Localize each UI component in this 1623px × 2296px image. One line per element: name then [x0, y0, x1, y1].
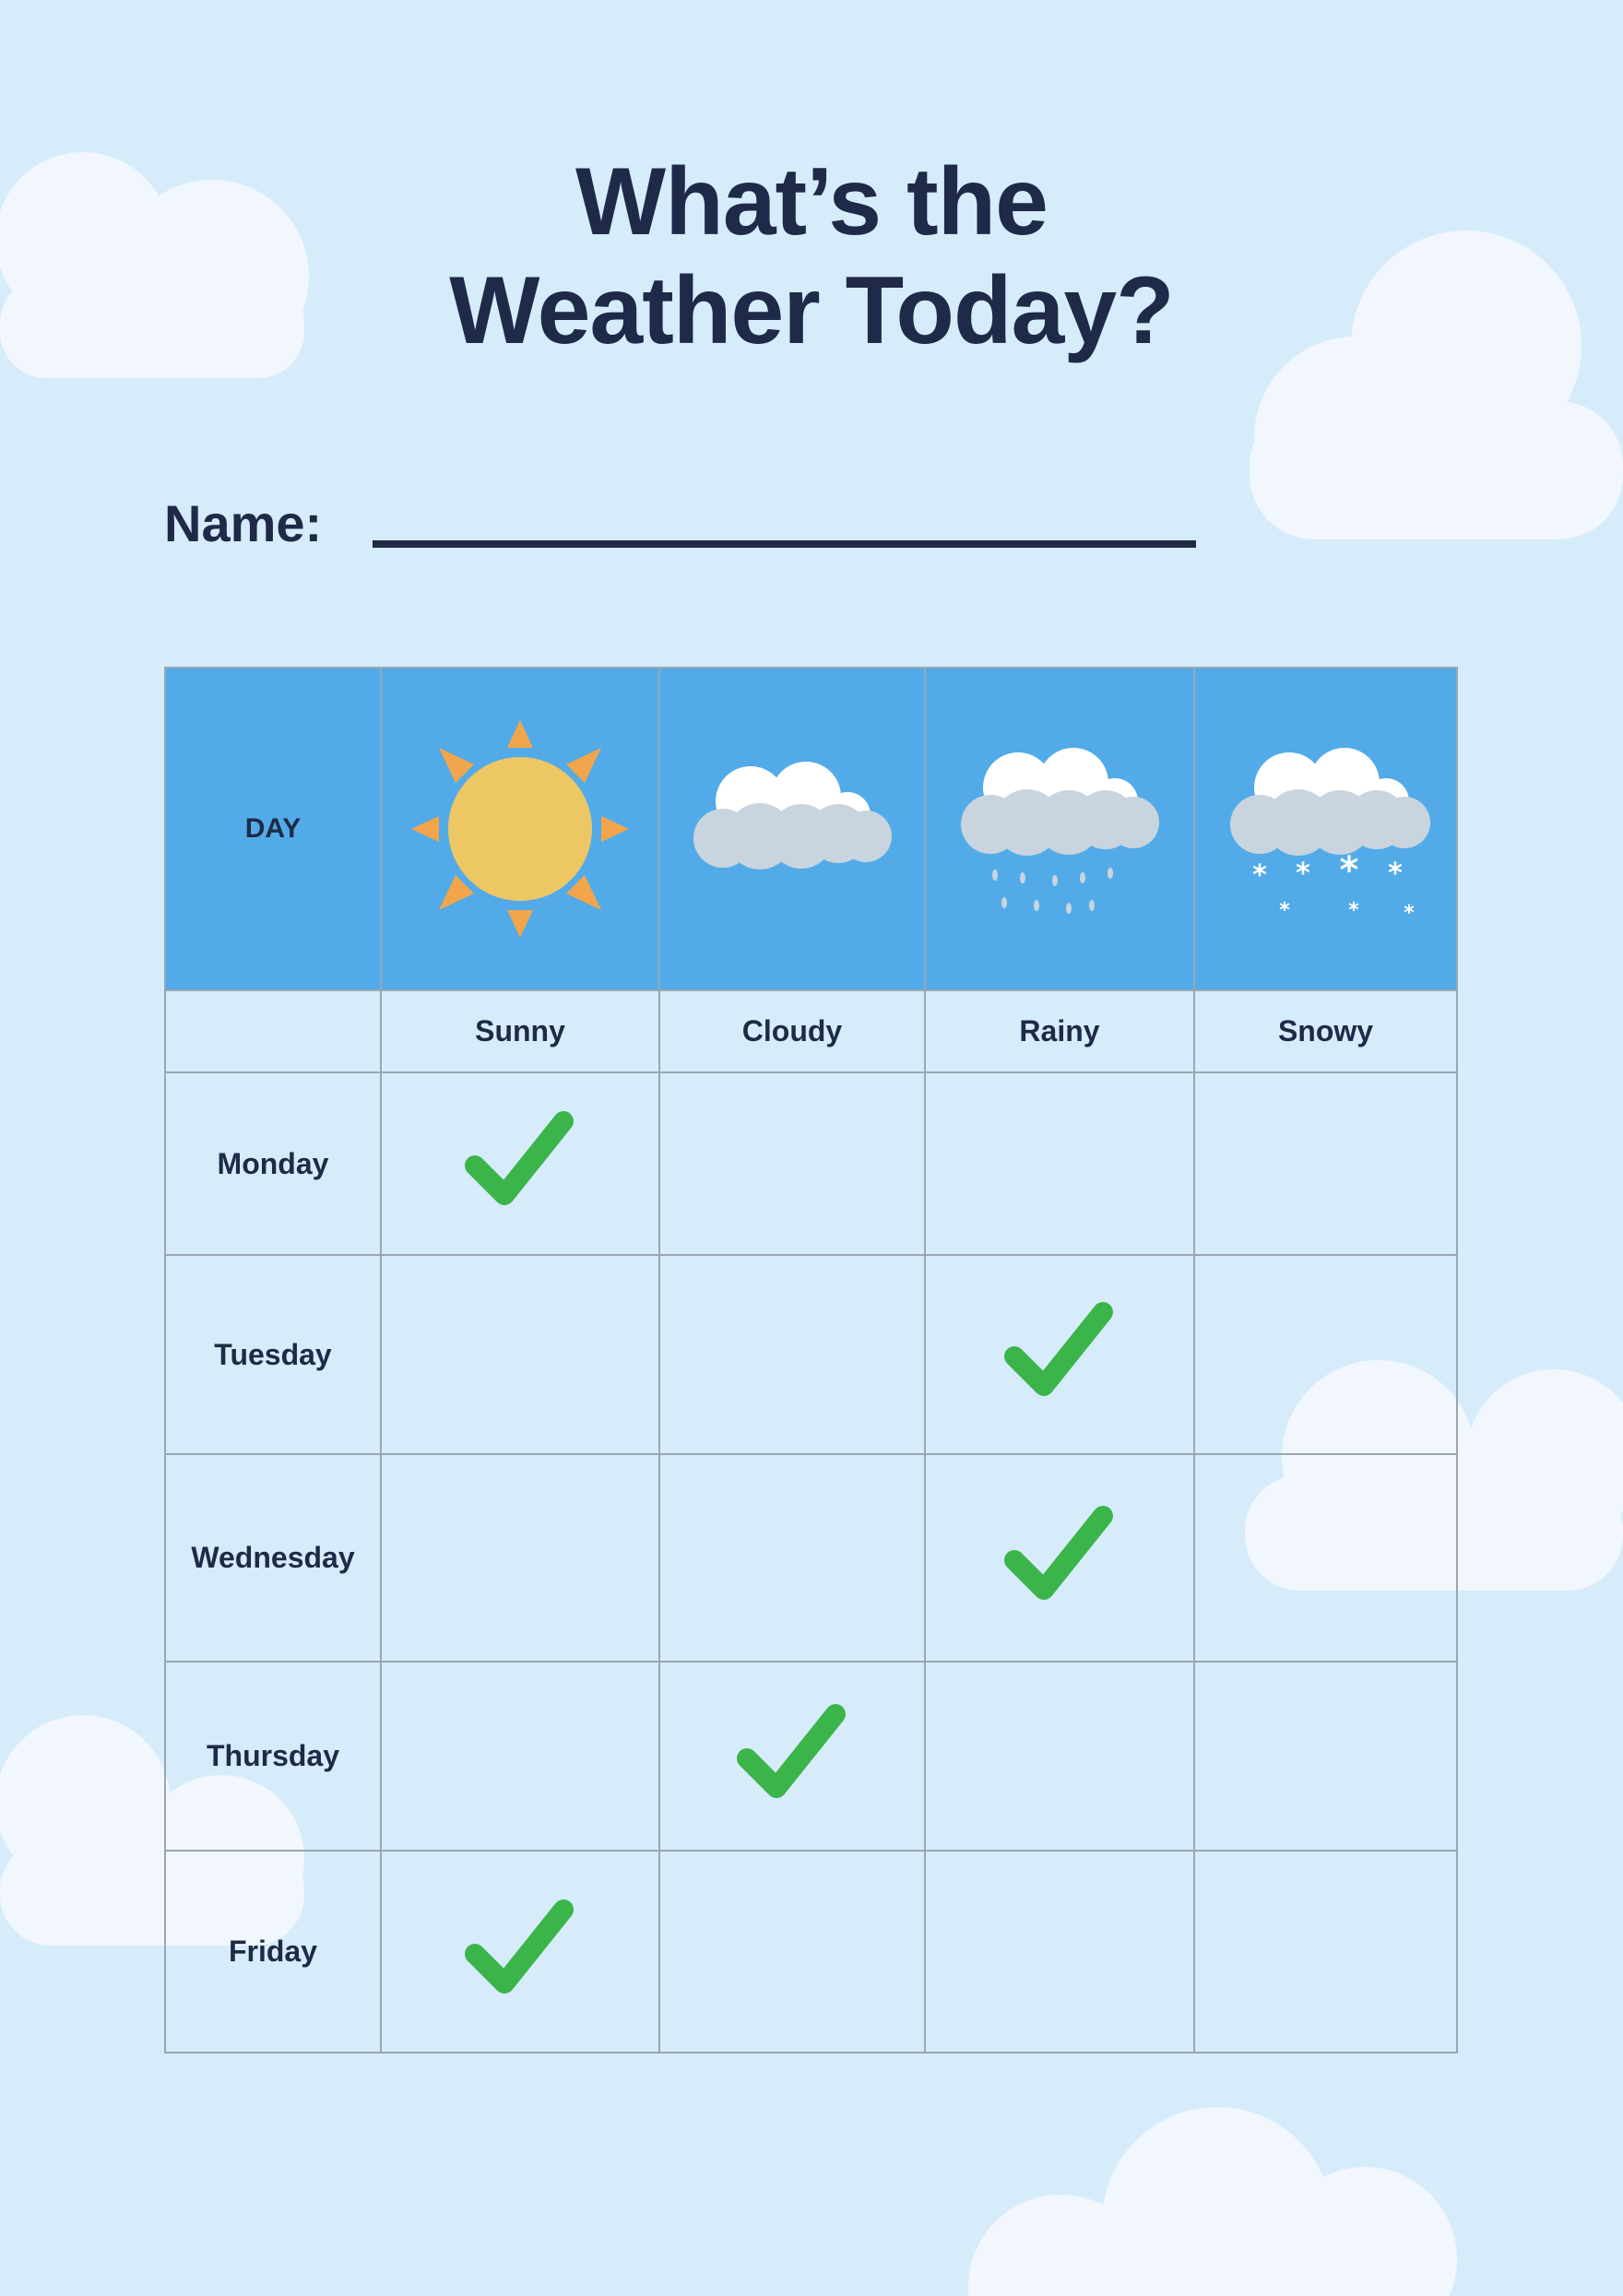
check-cell[interactable] [1193, 1254, 1458, 1455]
svg-text:*: * [1348, 899, 1359, 921]
check-cell[interactable] [380, 1071, 660, 1256]
cloudy-cell [658, 667, 926, 991]
svg-text:*: * [1296, 858, 1310, 890]
rainy-cell [924, 667, 1195, 991]
title-line-2: Weather Today? [449, 257, 1174, 364]
check-cell[interactable] [1193, 1850, 1458, 2053]
weather-label-row: Sunny Cloudy Rainy Snowy [164, 989, 1458, 1073]
title-line-1: What’s the [575, 148, 1048, 255]
check-cell[interactable] [924, 1661, 1195, 1852]
svg-text:*: * [1404, 902, 1415, 921]
background-cloud [1250, 231, 1623, 539]
checkmark-icon [1004, 1505, 1113, 1600]
checkmark-icon [1004, 1302, 1113, 1396]
cloud-icon [693, 762, 892, 870]
day-header: DAY [164, 667, 382, 991]
day-label: Friday [164, 1850, 382, 2053]
check-cell[interactable] [924, 1453, 1195, 1663]
rain-cloud-icon [961, 748, 1159, 914]
snow-cloud-icon: * * * ** * * [1229, 748, 1430, 921]
table-row: Friday [164, 1850, 1458, 2053]
empty-corner-cell [164, 989, 382, 1073]
check-cell[interactable] [380, 1453, 660, 1663]
table-row: Tuesday [164, 1254, 1458, 1455]
svg-text:*: * [1252, 859, 1267, 892]
name-field[interactable] [373, 540, 1196, 548]
check-cell[interactable] [924, 1071, 1195, 1256]
svg-text:*: * [1339, 849, 1358, 892]
day-label: Monday [164, 1071, 382, 1256]
table-row: Wednesday [164, 1453, 1458, 1663]
check-cell[interactable] [380, 1254, 660, 1455]
sun-cell [380, 667, 660, 991]
weather-chart-table: DAY [164, 667, 1458, 2053]
check-cell[interactable] [924, 1254, 1195, 1455]
check-cell[interactable] [658, 1453, 926, 1663]
svg-text:*: * [1388, 858, 1403, 890]
checkmark-icon [465, 1899, 574, 1994]
table-row: Thursday [164, 1661, 1458, 1852]
day-label: Wednesday [164, 1453, 382, 1663]
check-cell[interactable] [658, 1661, 926, 1852]
day-label: Thursday [164, 1661, 382, 1852]
checkmark-icon [737, 1703, 846, 1798]
weather-label-sunny: Sunny [380, 989, 660, 1073]
background-cloud [0, 152, 309, 378]
weather-label-snowy: Snowy [1193, 989, 1458, 1073]
check-cell[interactable] [1193, 1071, 1458, 1256]
weather-label-cloudy: Cloudy [658, 989, 926, 1073]
check-cell[interactable] [1193, 1661, 1458, 1852]
check-cell[interactable] [924, 1850, 1195, 2053]
icon-header-row: DAY [164, 667, 1458, 991]
sun-icon [411, 720, 629, 938]
check-cell[interactable] [658, 1071, 926, 1256]
background-cloud [968, 2107, 1457, 2296]
table-row: Monday [164, 1071, 1458, 1256]
svg-text:*: * [1279, 899, 1290, 921]
check-cell[interactable] [1193, 1453, 1458, 1663]
check-cell[interactable] [658, 1850, 926, 2053]
check-cell[interactable] [380, 1661, 660, 1852]
snowy-cell: * * * * * * * [1193, 667, 1458, 991]
day-label: Tuesday [164, 1254, 382, 1455]
weather-label-rainy: Rainy [924, 989, 1195, 1073]
checkmark-icon [465, 1111, 574, 1205]
check-cell[interactable] [380, 1850, 660, 2053]
page-title: What’s the Weather Today? [0, 148, 1623, 365]
name-label: Name: [164, 494, 323, 552]
check-cell[interactable] [658, 1254, 926, 1455]
